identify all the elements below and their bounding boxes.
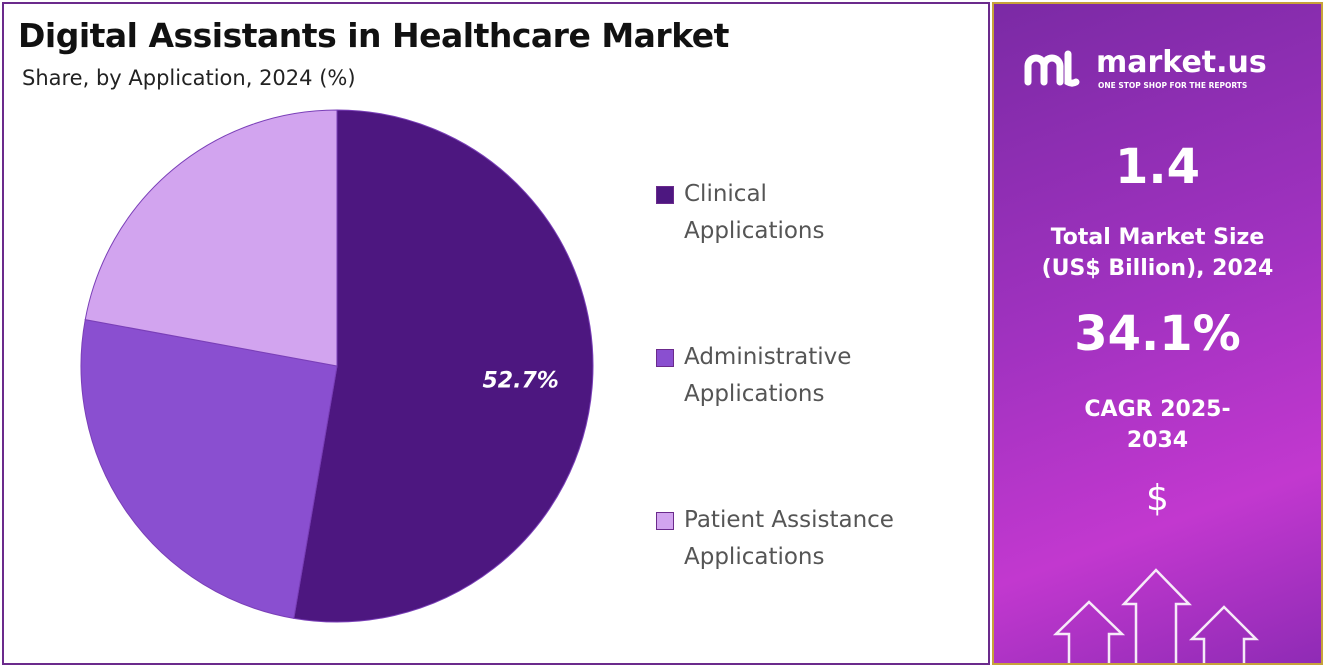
legend-label: Clinical Applications [684,181,825,244]
legend-label: Administrative Applications [684,344,852,407]
legend-swatch [656,186,674,204]
logo-icon [1024,50,1080,87]
value-label: 52.7% [482,369,558,394]
market-size-label: Total Market Size (US$ Billion), 2024 [1041,225,1274,281]
currency-icon: $ [1146,478,1169,519]
legend-swatch [656,349,674,367]
pie-slice [84,109,338,367]
brand: market.us [1096,45,1267,80]
legend-item: Patient Assistance Applications [656,502,924,576]
legend-swatch [656,512,674,530]
chart-subtitle: Share, by Application, 2024 (%) [22,66,356,90]
cagr: 34.1% [1074,306,1241,362]
pie-chart: 52.7% [80,109,594,623]
cagr-label: CAGR 2025-2034 [1084,397,1231,453]
legend-item: Clinical Applications [656,176,864,250]
chart-panel: Digital Assistants in Healthcare Market … [2,2,990,665]
market-size: 1.4 [1114,139,1201,195]
legend-item: Administrative Applications [656,339,864,413]
side-panel: market.us ONE STOP SHOP FOR THE REPORTS … [992,2,1323,665]
legend-label: Patient Assistance Applications [684,507,894,570]
logo: market.us ONE STOP SHOP FOR THE REPORTS [1024,45,1267,90]
pie-slice [293,109,594,623]
arrows-decoration [1052,568,1260,663]
pie-slice [80,319,338,619]
chart-title: Digital Assistants in Healthcare Market [18,16,729,55]
tagline: ONE STOP SHOP FOR THE REPORTS [1098,81,1247,90]
